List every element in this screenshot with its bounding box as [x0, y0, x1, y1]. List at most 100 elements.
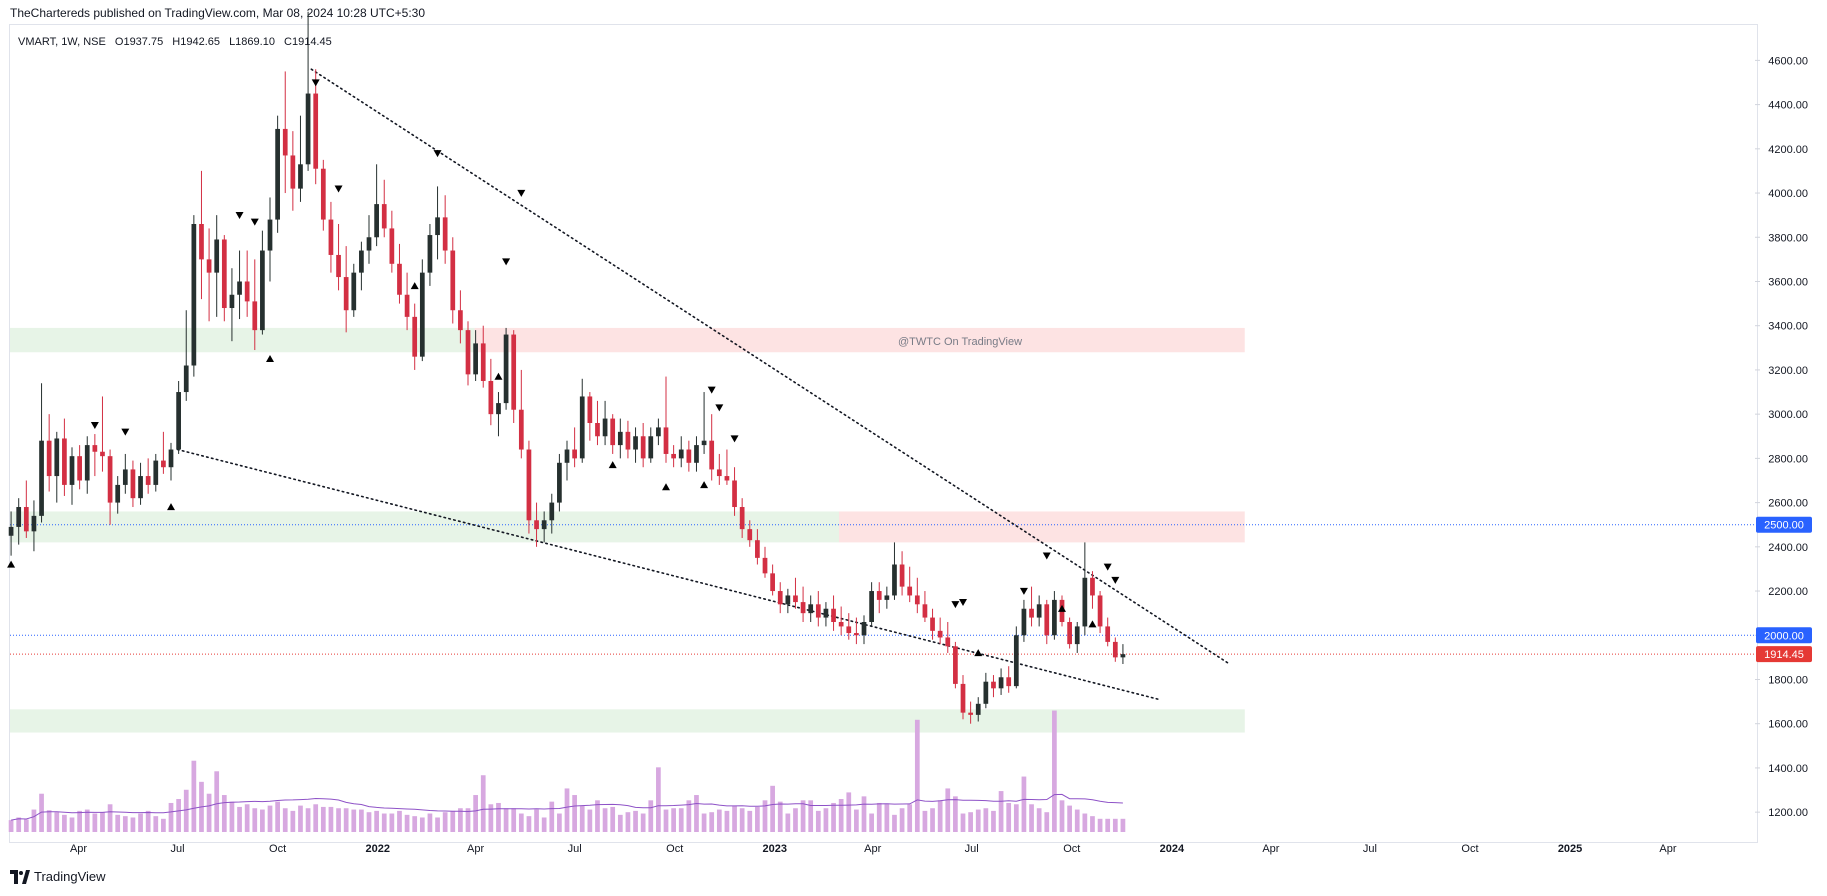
candle	[602, 400, 608, 446]
volume-bar	[100, 812, 105, 832]
volume-bar	[686, 800, 692, 832]
candle	[244, 250, 250, 317]
candle	[77, 445, 82, 490]
candle-body	[762, 557, 768, 574]
volume-bar	[290, 810, 296, 832]
candle	[640, 422, 646, 468]
candle-body	[861, 621, 867, 636]
candle-body	[161, 460, 166, 468]
candle-body	[1074, 626, 1080, 645]
candle	[975, 697, 981, 722]
volume-bar	[161, 818, 166, 832]
volume-bar	[412, 816, 418, 832]
candle	[31, 500, 37, 552]
x-tick-label: Jul	[1363, 843, 1377, 855]
volume-bar	[534, 809, 539, 832]
candle-body	[937, 630, 943, 638]
volume-bar	[465, 808, 471, 832]
volume-bar	[77, 810, 82, 832]
y-tick-label: 2400.00	[1768, 542, 1808, 554]
up-arrow-marker	[266, 355, 275, 363]
candle-body	[183, 365, 189, 393]
volume-bar	[191, 760, 197, 832]
candle	[648, 427, 654, 463]
candle-body	[991, 681, 996, 689]
candle	[412, 303, 418, 370]
x-axis[interactable]: Apr Jul Oct 2022 Apr Jul Oct 2023 Apr Jul Oct 2024 A…	[70, 843, 1677, 855]
candle	[1090, 571, 1095, 609]
volume-bar	[709, 812, 715, 832]
candle-body	[1105, 626, 1111, 642]
candle-body	[709, 440, 715, 470]
candle	[770, 564, 775, 596]
candle	[914, 577, 920, 614]
candle-body	[221, 239, 227, 309]
candle-body	[412, 316, 418, 357]
candle-body	[640, 436, 646, 459]
volume-bar	[755, 806, 760, 832]
candle-body	[138, 476, 143, 499]
volume-bar	[366, 812, 372, 832]
chart-frame[interactable]	[9, 24, 1758, 843]
candle	[534, 502, 539, 547]
volume-bar	[138, 813, 143, 832]
up-arrow-marker	[7, 560, 16, 568]
candle-body	[435, 217, 440, 236]
candle-body	[1006, 677, 1012, 687]
volume-bar	[557, 813, 562, 832]
down-arrow-marker	[715, 404, 724, 412]
candle-body	[1097, 595, 1103, 627]
volume-bar	[1090, 816, 1095, 832]
volume-bar	[800, 800, 806, 832]
volume-bar	[1013, 804, 1019, 832]
candle	[815, 591, 821, 627]
volume-bar	[381, 813, 387, 832]
volume-bar	[1067, 805, 1072, 832]
candle-body	[62, 438, 67, 485]
candle-body	[747, 529, 753, 541]
candle-body	[968, 712, 973, 715]
watermark-text: @TWTC On TradingView	[898, 336, 1022, 348]
candle	[777, 582, 783, 614]
candle	[221, 235, 227, 322]
candle	[161, 431, 166, 474]
candle	[404, 272, 410, 331]
candle-body	[595, 422, 600, 437]
candle-body	[46, 440, 52, 477]
volume-bar	[625, 812, 631, 832]
volume-bar	[320, 806, 326, 832]
down-arrow-marker	[730, 435, 739, 443]
volume-bar	[496, 802, 501, 832]
volume-bar	[511, 808, 517, 832]
candle-body	[381, 204, 387, 229]
volume-bar	[869, 813, 874, 832]
volume-bar	[648, 800, 654, 832]
volume-bar	[732, 805, 737, 832]
price-badge-label: 2500.00	[1764, 520, 1804, 532]
volume-bar	[1120, 818, 1126, 832]
volume-bar	[16, 817, 22, 832]
candle-body	[115, 484, 121, 503]
candle	[450, 237, 456, 324]
candle	[1082, 542, 1088, 636]
y-axis[interactable]: 1200.00 1400.00 1600.00 1800.00 2000.00 2200.…	[1755, 55, 1808, 819]
candle-body	[427, 235, 433, 273]
candle-body	[770, 573, 775, 592]
volume-bar	[31, 809, 37, 832]
candle	[503, 327, 509, 410]
volume-bar	[587, 809, 593, 832]
volume-bar	[404, 814, 410, 832]
tradingview-brand[interactable]: TradingView	[10, 869, 106, 884]
candle-body	[16, 507, 22, 527]
volume-bar	[876, 802, 882, 832]
candle	[785, 588, 791, 614]
candle	[237, 250, 242, 320]
candle	[800, 586, 806, 622]
volume-bar	[305, 808, 311, 832]
candle-body	[678, 449, 684, 459]
candle-body	[244, 281, 250, 302]
volume-bar	[92, 813, 98, 832]
volume-bar	[183, 789, 189, 832]
candle-body	[458, 310, 463, 331]
